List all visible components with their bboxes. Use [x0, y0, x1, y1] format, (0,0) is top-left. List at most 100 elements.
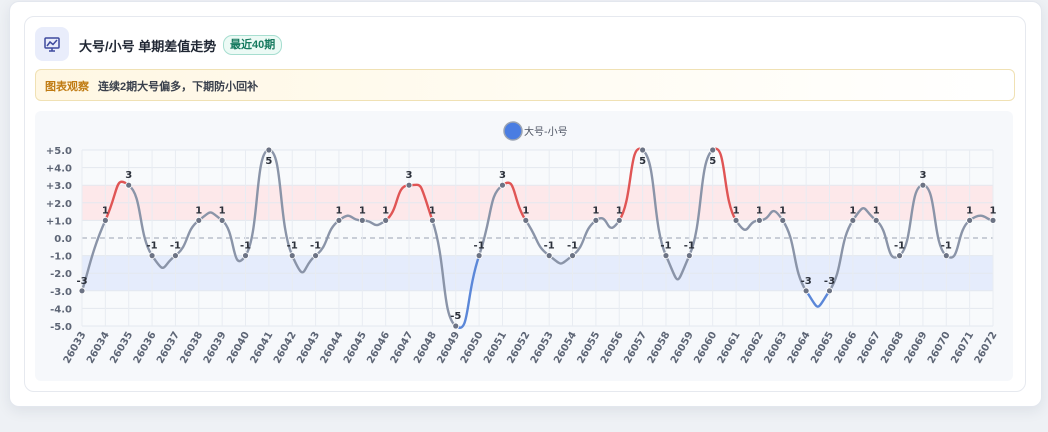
y-tick-label: -5.0 [50, 322, 72, 333]
data-point [428, 217, 436, 224]
data-label: -1 [147, 241, 158, 252]
chart-title: 大号/小号 单期差值走势 [79, 39, 217, 54]
data-label: 1 [195, 205, 202, 216]
series-line-segment [220, 219, 247, 263]
series-line-segment [291, 254, 317, 274]
series-line-segment [804, 289, 831, 308]
data-point [849, 217, 857, 224]
data-label: 5 [639, 156, 646, 167]
series-line-segment [875, 219, 901, 259]
data-point [685, 252, 693, 260]
data-point [382, 217, 390, 224]
data-point [148, 252, 156, 260]
series-line-segment [664, 254, 691, 281]
data-label: -3 [76, 276, 87, 287]
y-tick-label: +4.0 [46, 164, 72, 175]
y-tick-label: +5.0 [46, 146, 72, 157]
y-tick-label: -4.0 [50, 304, 72, 315]
data-label: -1 [941, 241, 952, 252]
series-line-segment [641, 148, 668, 257]
data-point [896, 252, 903, 260]
data-point [569, 252, 576, 260]
data-label: -1 [660, 241, 671, 252]
data-label: -5 [450, 311, 461, 322]
data-label: 1 [849, 205, 856, 216]
series-line-segment [828, 219, 855, 292]
data-point [335, 217, 343, 224]
legend-label: 大号-小号 [524, 125, 568, 138]
data-label: 1 [219, 205, 226, 216]
series-line-segment [454, 254, 481, 329]
series-line-segment [197, 211, 224, 222]
data-point [709, 146, 717, 154]
data-label: 1 [990, 205, 997, 216]
chart-line-icon [35, 27, 69, 61]
series-line-segment [150, 254, 177, 269]
data-point [942, 252, 950, 260]
data-point [732, 217, 740, 224]
y-tick-label: +2.0 [46, 199, 72, 210]
data-label: 3 [919, 170, 926, 181]
data-point [499, 181, 506, 189]
data-label: -1 [544, 241, 555, 252]
data-point [78, 287, 86, 295]
series-line-segment [594, 217, 621, 229]
data-label: 1 [779, 205, 786, 216]
data-label: -1 [894, 241, 905, 252]
y-tick-label: -3.0 [50, 287, 72, 298]
data-point [475, 252, 483, 260]
chart-panel: +5.0 +4.0 +3.0 +2.0 +1.0 0.0 -1.0 -2.0 -3.0 -4.0 -… [35, 111, 1013, 381]
data-point [172, 252, 179, 260]
series-line-segment [267, 148, 294, 257]
series-line-segment [711, 147, 738, 222]
chart-card: 大号/小号 单期差值走势 最近40期 图表观察 连续2期大号偏多，下期防小回补 … [24, 16, 1026, 392]
data-point [989, 217, 997, 224]
data-point [639, 146, 647, 154]
legend-swatch [503, 121, 523, 141]
page-container: 大号/小号 单期差值走势 最近40期 图表观察 连续2期大号偏多，下期防小回补 … [9, 1, 1042, 407]
data-label: 1 [756, 205, 763, 216]
y-tick-label: -2.0 [50, 269, 72, 280]
series-line-segment [921, 184, 948, 257]
data-label: 5 [265, 156, 272, 167]
data-label: 1 [522, 205, 529, 216]
data-point [615, 217, 623, 224]
data-point [452, 322, 460, 330]
series-line-segment [618, 147, 644, 222]
data-point [756, 217, 763, 224]
data-label: -1 [170, 241, 181, 252]
data-label: 1 [382, 205, 389, 216]
data-point [779, 217, 787, 224]
series-line-segment [688, 148, 714, 257]
data-label: 3 [499, 170, 506, 181]
series-line-segment [174, 219, 200, 257]
y-tick-label: -1.0 [50, 252, 72, 263]
period-badge: 最近40期 [223, 35, 283, 55]
data-label: 3 [125, 170, 132, 181]
series-line-segment [571, 219, 598, 257]
series-line-segment [477, 184, 504, 257]
series-line-segment [127, 184, 154, 257]
data-point [826, 287, 833, 295]
data-label: -1 [684, 241, 695, 252]
series-line-segment [945, 219, 971, 259]
y-tick-label: +1.0 [46, 216, 72, 227]
data-point [405, 181, 413, 189]
observation-text: 连续2期大号偏多，下期防小回补 [98, 81, 259, 93]
series-line-segment [314, 219, 341, 257]
data-point [802, 287, 810, 295]
data-point [522, 217, 530, 224]
data-label: -1 [310, 241, 321, 252]
data-label: 3 [406, 170, 413, 181]
observation-tag: 图表观察 [45, 81, 89, 93]
data-point [872, 217, 880, 224]
data-point [218, 217, 226, 224]
data-point [288, 252, 296, 260]
data-label: 1 [966, 205, 973, 216]
series-line-segment [104, 180, 130, 222]
data-label: 1 [733, 205, 740, 216]
data-point [966, 217, 974, 224]
data-point [545, 252, 553, 260]
series-line-segment [781, 219, 808, 292]
y-tick-label: 0.0 [54, 234, 72, 245]
